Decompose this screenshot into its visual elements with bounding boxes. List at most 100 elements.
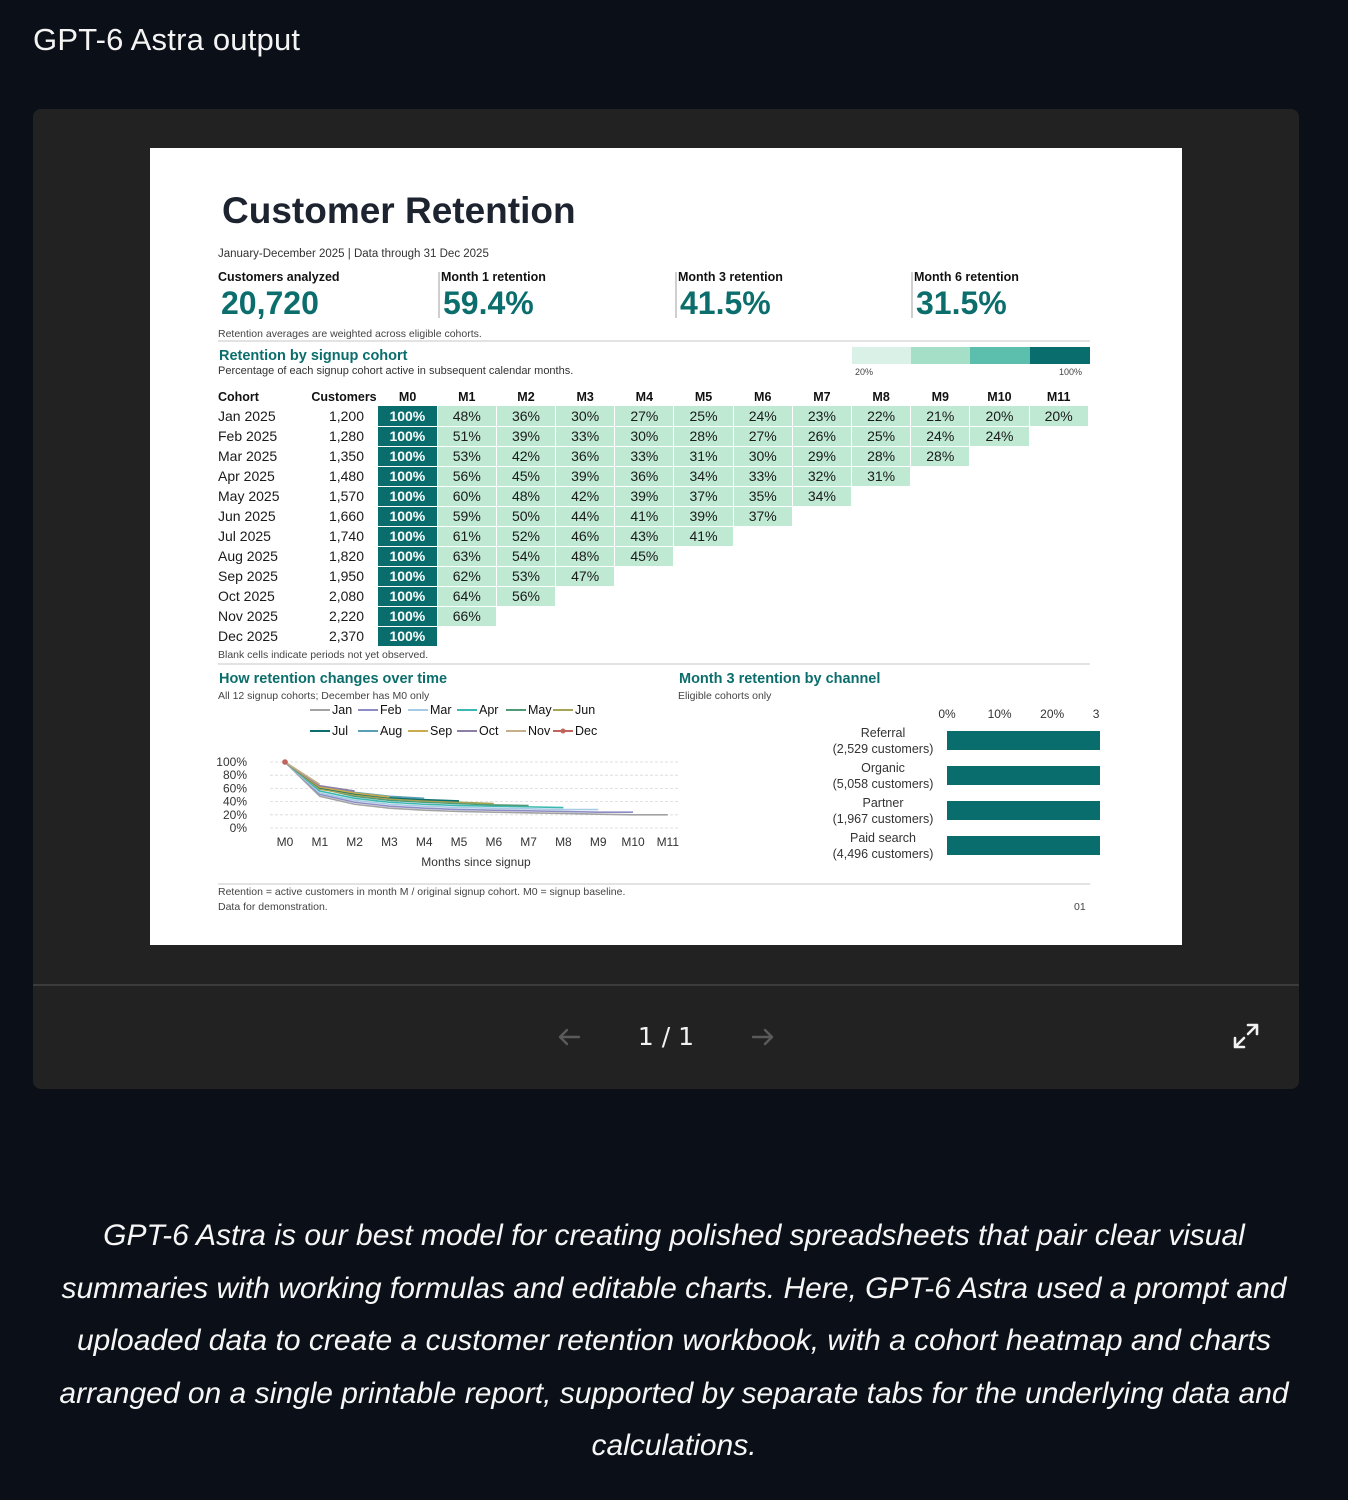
- retention-cell: [792, 506, 853, 527]
- footer-disclaimer: Data for demonstration.: [218, 901, 328, 913]
- retention-cell: [969, 486, 1030, 507]
- column-header: M2: [517, 390, 535, 404]
- retention-cell: 32%: [792, 466, 853, 487]
- retention-cell: [792, 586, 853, 607]
- retention-cell: 100%: [378, 406, 438, 427]
- kpi-divider: [438, 272, 440, 318]
- retention-cell: [614, 606, 675, 627]
- retention-cell: [1029, 446, 1089, 467]
- kpi-divider: [911, 272, 913, 318]
- cohort-section-title: Retention by signup cohort: [219, 348, 408, 364]
- divider: [218, 883, 1090, 885]
- retention-cell: [910, 506, 971, 527]
- retention-cell: 33%: [614, 446, 675, 467]
- retention-cell: [733, 566, 793, 587]
- retention-cell: 29%: [792, 446, 853, 467]
- legend-label: Jul: [332, 724, 348, 738]
- retention-cell: [673, 606, 734, 627]
- retention-cell: [1029, 546, 1089, 567]
- report-subtitle: January-December 2025 | Data through 31 …: [218, 248, 489, 260]
- retention-cell: 45%: [614, 546, 675, 567]
- retention-cell: [555, 586, 616, 607]
- retention-cell: 100%: [378, 486, 438, 507]
- retention-cell: 41%: [673, 526, 734, 547]
- retention-cell: [437, 626, 497, 647]
- legend-label: Aug: [380, 724, 402, 738]
- retention-cell: [733, 626, 793, 647]
- x-tick-label: M9: [590, 835, 607, 849]
- y-tick-label: 60%: [223, 781, 247, 795]
- bar-category-label: Referral: [861, 726, 905, 740]
- bar-category-sublabel: (2,529 customers): [833, 742, 934, 756]
- bar-category-label: Partner: [863, 796, 904, 810]
- column-header: M1: [458, 390, 476, 404]
- retention-cell: 41%: [614, 506, 675, 527]
- document-viewer: Customer Retention January-December 2025…: [33, 109, 1299, 1089]
- x-tick-label: M1: [311, 835, 328, 849]
- cohort-note: Blank cells indicate periods not yet obs…: [218, 649, 429, 661]
- retention-cell: 62%: [437, 566, 497, 587]
- table-row: Oct 2025 2,080 100% 64% 56%: [218, 586, 1089, 607]
- column-header: M4: [635, 390, 654, 404]
- retention-cell: 33%: [733, 466, 793, 487]
- retention-cell: [910, 586, 971, 607]
- retention-cell: [1029, 526, 1089, 547]
- retention-cell: [1029, 566, 1089, 587]
- retention-cell: 27%: [614, 406, 675, 427]
- retention-cell: 56%: [437, 466, 497, 487]
- customers-cell: 1,820: [328, 548, 364, 564]
- report-sheet: Customer Retention January-December 2025…: [150, 148, 1182, 945]
- page-indicator: 1 / 1: [637, 1022, 695, 1051]
- column-header: M7: [813, 390, 831, 404]
- series-line: [284, 761, 668, 816]
- column-header: M3: [576, 390, 594, 404]
- x-tick-label: 30%: [1093, 707, 1100, 721]
- divider: [218, 663, 1090, 665]
- retention-cell: [851, 626, 912, 647]
- bar: [947, 766, 1100, 785]
- cohort-heatmap-table: Cohort Customers M0 M1 M2 M3 M4 M5 M6 M7 M8 M9 M10 M1…: [218, 388, 1089, 647]
- retention-cell: 56%: [496, 586, 557, 607]
- retention-cell: [969, 546, 1030, 567]
- table-row: Jan 2025 1,200 100% 48% 36% 30% 27% 25% 24% 23% 22…: [218, 406, 1089, 427]
- cohort-cell: Jan 2025: [218, 408, 276, 424]
- legend-label: Mar: [430, 704, 452, 717]
- legend-item: Apr: [457, 704, 498, 717]
- column-header: M6: [754, 390, 772, 404]
- retention-cell: [851, 566, 912, 587]
- x-tick-label: M10: [621, 835, 645, 849]
- retention-cell: 36%: [614, 466, 675, 487]
- retention-cell: 53%: [496, 566, 557, 587]
- retention-cell: [910, 546, 971, 567]
- column-header: M5: [694, 390, 713, 404]
- bar-category-label: Paid search: [850, 831, 916, 845]
- scale-low-label: 20%: [855, 367, 874, 377]
- fullscreen-button[interactable]: [1231, 1021, 1261, 1051]
- customers-cell: 1,950: [328, 568, 364, 584]
- table-row: Aug 2025 1,820 100% 63% 54% 48% 45%: [218, 546, 1089, 567]
- next-page-button[interactable]: [747, 1021, 779, 1053]
- series-line: [284, 761, 321, 786]
- retention-cell: [733, 586, 793, 607]
- retention-cell: [910, 566, 971, 587]
- legend-item: Jun: [553, 704, 595, 717]
- retention-cell: 20%: [1029, 406, 1089, 427]
- y-tick-label: 80%: [223, 768, 247, 782]
- retention-cell: [496, 626, 557, 647]
- x-tick-label: M11: [657, 835, 680, 849]
- x-axis-label: Months since signup: [421, 855, 531, 869]
- retention-cell: 28%: [851, 446, 912, 467]
- retention-cell: 24%: [910, 426, 971, 447]
- retention-cell: [792, 606, 853, 627]
- series-line: [284, 761, 633, 813]
- retention-cell: 28%: [673, 426, 734, 447]
- previous-page-button[interactable]: [553, 1021, 585, 1053]
- retention-cell: 27%: [733, 426, 793, 447]
- cohort-cell: Sep 2025: [218, 568, 278, 584]
- retention-cell: [673, 626, 734, 647]
- retention-cell: 36%: [496, 406, 557, 427]
- retention-cell: [851, 606, 912, 627]
- x-tick-label: M0: [277, 835, 294, 849]
- retention-cell: [792, 526, 853, 547]
- retention-cell: [851, 546, 912, 567]
